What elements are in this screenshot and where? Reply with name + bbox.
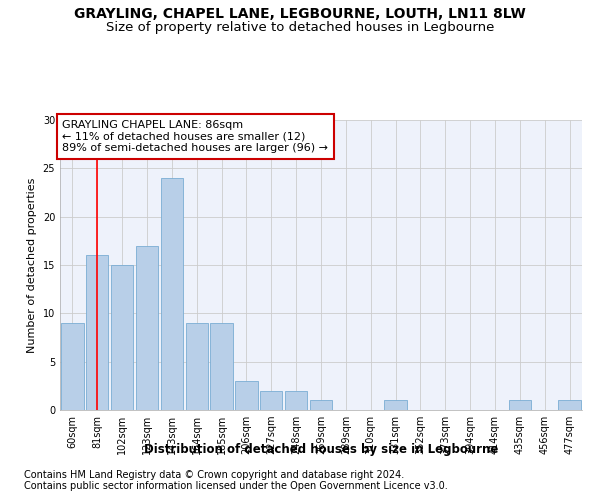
Bar [61, 323, 83, 410]
Text: Size of property relative to detached houses in Legbourne: Size of property relative to detached ho… [106, 21, 494, 34]
Text: Distribution of detached houses by size in Legbourne: Distribution of detached houses by size … [144, 442, 498, 456]
Bar [86, 256, 109, 410]
Bar [111, 265, 133, 410]
Text: GRAYLING, CHAPEL LANE, LEGBOURNE, LOUTH, LN11 8LW: GRAYLING, CHAPEL LANE, LEGBOURNE, LOUTH,… [74, 8, 526, 22]
Bar [185, 323, 208, 410]
Y-axis label: Number of detached properties: Number of detached properties [27, 178, 37, 352]
Bar [211, 323, 233, 410]
Bar [235, 381, 257, 410]
Bar [260, 390, 283, 410]
Bar [385, 400, 407, 410]
Text: Contains public sector information licensed under the Open Government Licence v3: Contains public sector information licen… [24, 481, 448, 491]
Bar [310, 400, 332, 410]
Bar [136, 246, 158, 410]
Bar [161, 178, 183, 410]
Bar [285, 390, 307, 410]
Text: GRAYLING CHAPEL LANE: 86sqm
← 11% of detached houses are smaller (12)
89% of sem: GRAYLING CHAPEL LANE: 86sqm ← 11% of det… [62, 120, 328, 153]
Bar [559, 400, 581, 410]
Text: Contains HM Land Registry data © Crown copyright and database right 2024.: Contains HM Land Registry data © Crown c… [24, 470, 404, 480]
Bar [509, 400, 531, 410]
